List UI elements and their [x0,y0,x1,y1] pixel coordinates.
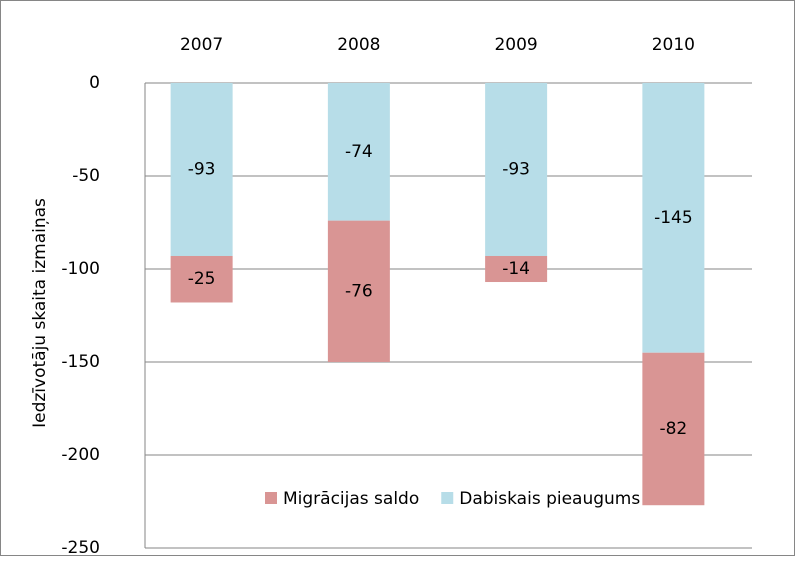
data-label: -145 [654,208,693,228]
data-label: -93 [188,159,216,179]
y-tick-label: 0 [89,73,100,93]
y-tick-label: -200 [61,445,100,465]
data-label: -25 [188,269,216,289]
y-tick-label: -250 [61,538,100,557]
bar-segment [485,255,548,283]
bar-segment [327,220,390,362]
data-label: -76 [345,281,373,301]
data-label: -74 [345,142,373,162]
data-label: -82 [659,419,687,439]
x-tick-label: 2010 [652,35,695,55]
legend-swatch [265,492,277,504]
bar-segment [642,352,705,506]
x-tick-label: 2007 [180,35,223,55]
y-tick-label: -50 [72,166,100,186]
bar-segment [642,83,705,353]
y-axis-label: Iedzīvotāju skaita izmaiņas [30,198,50,428]
y-tick-label: -150 [61,352,100,372]
data-label: -93 [502,159,530,179]
x-tick-label: 2009 [494,35,537,55]
bar-segment [327,83,390,221]
y-tick-label: -100 [61,259,100,279]
legend-swatch [441,492,454,504]
data-label: -14 [502,259,530,279]
bar-segment [485,83,548,256]
bar-segment [170,83,233,256]
x-tick-label: 2008 [337,35,380,55]
legend-label: Migrācijas saldo [283,489,419,509]
bar-segment [170,255,233,303]
legend-label: Dabiskais pieaugums [459,489,640,509]
